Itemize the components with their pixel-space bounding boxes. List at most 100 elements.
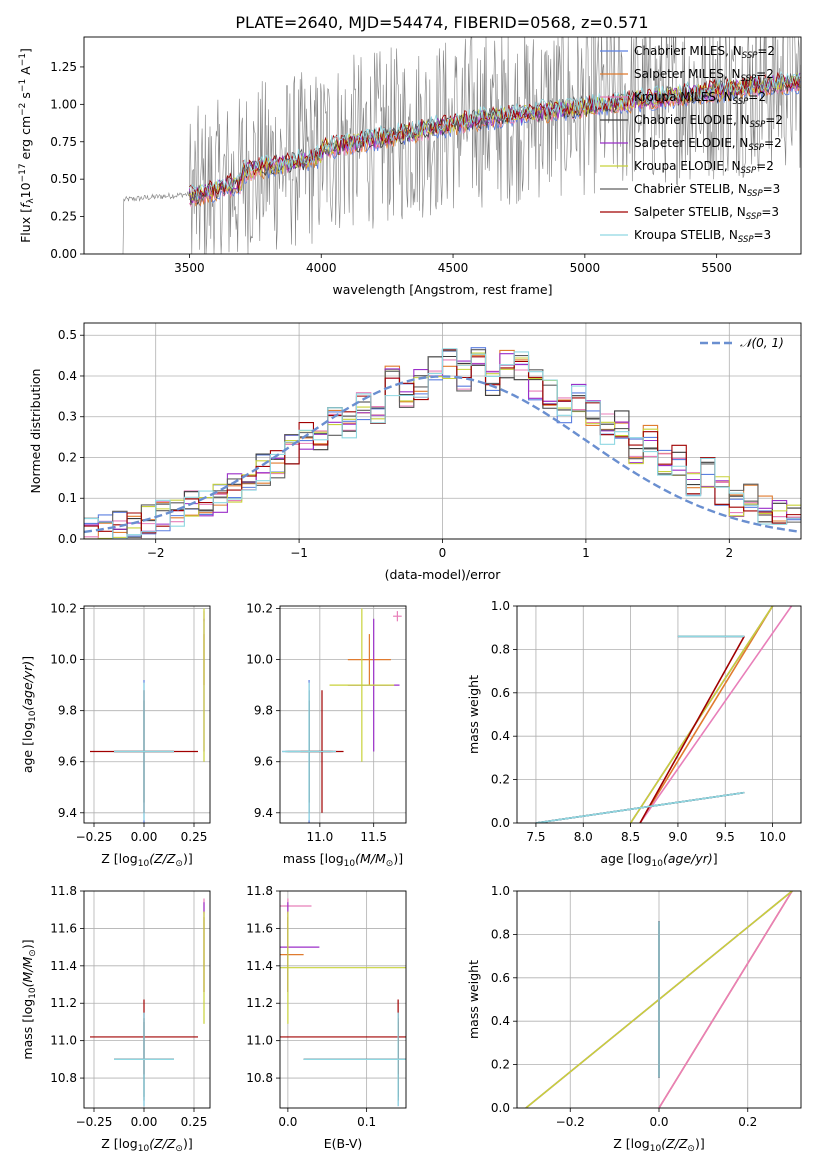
mass-weight-vs-age-x-label: age [log10(age/yr)] <box>600 851 717 869</box>
y-tick-label: 10.2 <box>50 602 77 616</box>
y-tick-label: 0.4 <box>491 1014 510 1028</box>
mass-vs-EBV-x-label: E(B-V) <box>324 1136 363 1151</box>
x-tick-label: −0.25 <box>76 1115 113 1129</box>
model-spectrum-line <box>189 70 801 200</box>
y-tick-label: 0.00 <box>50 247 77 261</box>
spectrum-frame <box>83 36 802 255</box>
x-tick-label: 11.0 <box>306 830 333 844</box>
y-tick-label: 10.8 <box>50 1071 77 1085</box>
legend-entry: 𝒩(0, 1) <box>740 336 784 350</box>
y-tick-label: 0.75 <box>50 135 77 149</box>
y-tick-label: 0.4 <box>58 369 77 383</box>
y-tick-label: 10.0 <box>246 653 273 667</box>
panels: 3500 4000 4500 5000 55000.000.250.500.751.00… <box>18 36 802 1154</box>
mass-weight-line <box>658 891 793 1108</box>
mass-weight-vs-age-y-label: mass weight <box>466 675 481 754</box>
mass-weight-line <box>639 606 793 823</box>
mass-weight-line <box>629 606 774 823</box>
y-tick-label: 0.4 <box>491 729 510 743</box>
y-tick-label: 0.0 <box>58 532 77 546</box>
x-tick-label: 9.5 <box>716 830 735 844</box>
age-vs-Z-x-label: Z [log10(Z/Z⊙)] <box>101 851 192 869</box>
mass-weight-vs-age-plot-area <box>535 606 793 823</box>
y-tick-label: 9.6 <box>254 755 273 769</box>
spectrum-x-label: wavelength [Angstrom, rest frame] <box>332 282 552 297</box>
x-tick-label: 8.5 <box>621 830 640 844</box>
x-tick-label: −2 <box>147 546 165 560</box>
spectrum-plot-area <box>84 37 801 254</box>
y-tick-label: 0.8 <box>491 642 510 656</box>
x-tick-label: 0.2 <box>738 1115 757 1129</box>
x-tick-label: 0.0 <box>649 1115 668 1129</box>
y-tick-label: 0.2 <box>491 1058 510 1072</box>
x-tick-label: 0.0 <box>278 1115 297 1129</box>
y-tick-label: 0.5 <box>58 328 77 342</box>
x-tick-label: 0.1 <box>357 1115 376 1129</box>
y-tick-label: 10.0 <box>50 653 77 667</box>
spectrum-y-label: Flux [fλ10−17 erg cm−2 s−1 A−1] <box>18 48 36 243</box>
legend-entry: Salpeter STELIB, NSSP=3 <box>634 205 779 222</box>
mass-vs-Z-y-label: mass [log10(M/M⊙)] <box>20 939 38 1059</box>
residuals-frame <box>83 322 802 540</box>
y-tick-label: 0.6 <box>491 686 510 700</box>
x-tick-label: 9.0 <box>668 830 687 844</box>
y-tick-label: 0.3 <box>58 410 77 424</box>
y-tick-label: 11.6 <box>246 921 273 935</box>
mass-weight-vs-Z-y-label: mass weight <box>466 960 481 1039</box>
legend-entry: Kroupa ELODIE, NSSP=2 <box>634 159 774 176</box>
y-tick-label: 0.0 <box>491 1101 510 1115</box>
mass-vs-EBV-plot-area <box>280 898 406 1107</box>
y-tick-label: 11.0 <box>50 1034 77 1048</box>
y-tick-label: 11.4 <box>246 959 273 973</box>
y-tick-label: 11.8 <box>246 884 273 898</box>
y-tick-label: 10.8 <box>246 1071 273 1085</box>
residuals-legend: 𝒩(0, 1) <box>700 336 784 350</box>
x-tick-label: 1 <box>582 546 590 560</box>
y-tick-label: 9.6 <box>58 755 77 769</box>
y-tick-label: 11.4 <box>50 959 77 973</box>
x-tick-label: −0.25 <box>76 830 113 844</box>
residuals-plot-area <box>84 347 801 539</box>
x-tick-label: 3500 <box>174 261 205 275</box>
legend-entry: Kroupa STELIB, NSSP=3 <box>634 228 771 245</box>
y-tick-label: 0.50 <box>50 172 77 186</box>
y-tick-label: 11.2 <box>50 996 77 1010</box>
y-tick-label: 9.4 <box>254 806 273 820</box>
x-tick-label: 11.5 <box>360 830 387 844</box>
residuals-x-label: (data-model)/error <box>385 567 502 582</box>
mass-weight-line <box>639 606 774 823</box>
legend-entry: Chabrier MILES, NSSP=2 <box>634 44 775 61</box>
mass-weight-vs-Z-plot-area <box>525 891 793 1108</box>
x-tick-label: 8.0 <box>574 830 593 844</box>
mass-weight-vs-Z-frame <box>516 890 802 1109</box>
y-tick-label: 0.2 <box>491 773 510 787</box>
mass-vs-Z-x-label: Z [log10(Z/Z⊙)] <box>101 1136 192 1154</box>
y-tick-label: 9.8 <box>58 704 77 718</box>
spectrum-legend: Chabrier MILES, NSSP=2 Salpeter MILES, NS… <box>600 44 783 245</box>
residual-histogram <box>84 348 801 539</box>
x-tick-label: 0.00 <box>131 830 158 844</box>
figure-title: PLATE=2640, MJD=54474, FIBERID=0568, z=0… <box>235 13 648 32</box>
y-tick-label: 0.6 <box>491 971 510 985</box>
y-tick-label: 11.8 <box>50 884 77 898</box>
y-tick-label: 0.8 <box>491 927 510 941</box>
x-tick-label: 0 <box>439 546 447 560</box>
y-tick-label: 1.0 <box>491 884 510 898</box>
x-tick-label: 4500 <box>438 261 469 275</box>
age-vs-Z-frame <box>83 605 211 824</box>
y-tick-label: 0.25 <box>50 210 77 224</box>
age-vs-mass-axes: 11.0 11.5 9.4 9.6 9.8 10.0 10.2 <box>246 602 406 844</box>
y-tick-label: 9.4 <box>58 806 77 820</box>
legend-entry: Chabrier STELIB, NSSP=3 <box>634 182 780 199</box>
y-tick-label: 0.2 <box>58 450 77 464</box>
spectrum-axes: 3500 4000 4500 5000 5500 0.00 0.25 0.50 0.75 1.00… <box>50 60 732 275</box>
mass-vs-EBV-axes: 0.0 0.1 10.8 11.0 11.2 11.4 11.6 11.8 <box>246 884 406 1129</box>
x-tick-label: 0.25 <box>181 830 208 844</box>
x-tick-label: 2 <box>725 546 733 560</box>
legend-entry: Salpeter MILES, NSSP=2 <box>634 67 774 84</box>
mass-vs-EBV-frame <box>279 890 407 1109</box>
residuals-y-label: Normed distribution <box>28 369 43 494</box>
x-tick-label: 10.0 <box>759 830 786 844</box>
mass-weight-line <box>639 635 745 823</box>
